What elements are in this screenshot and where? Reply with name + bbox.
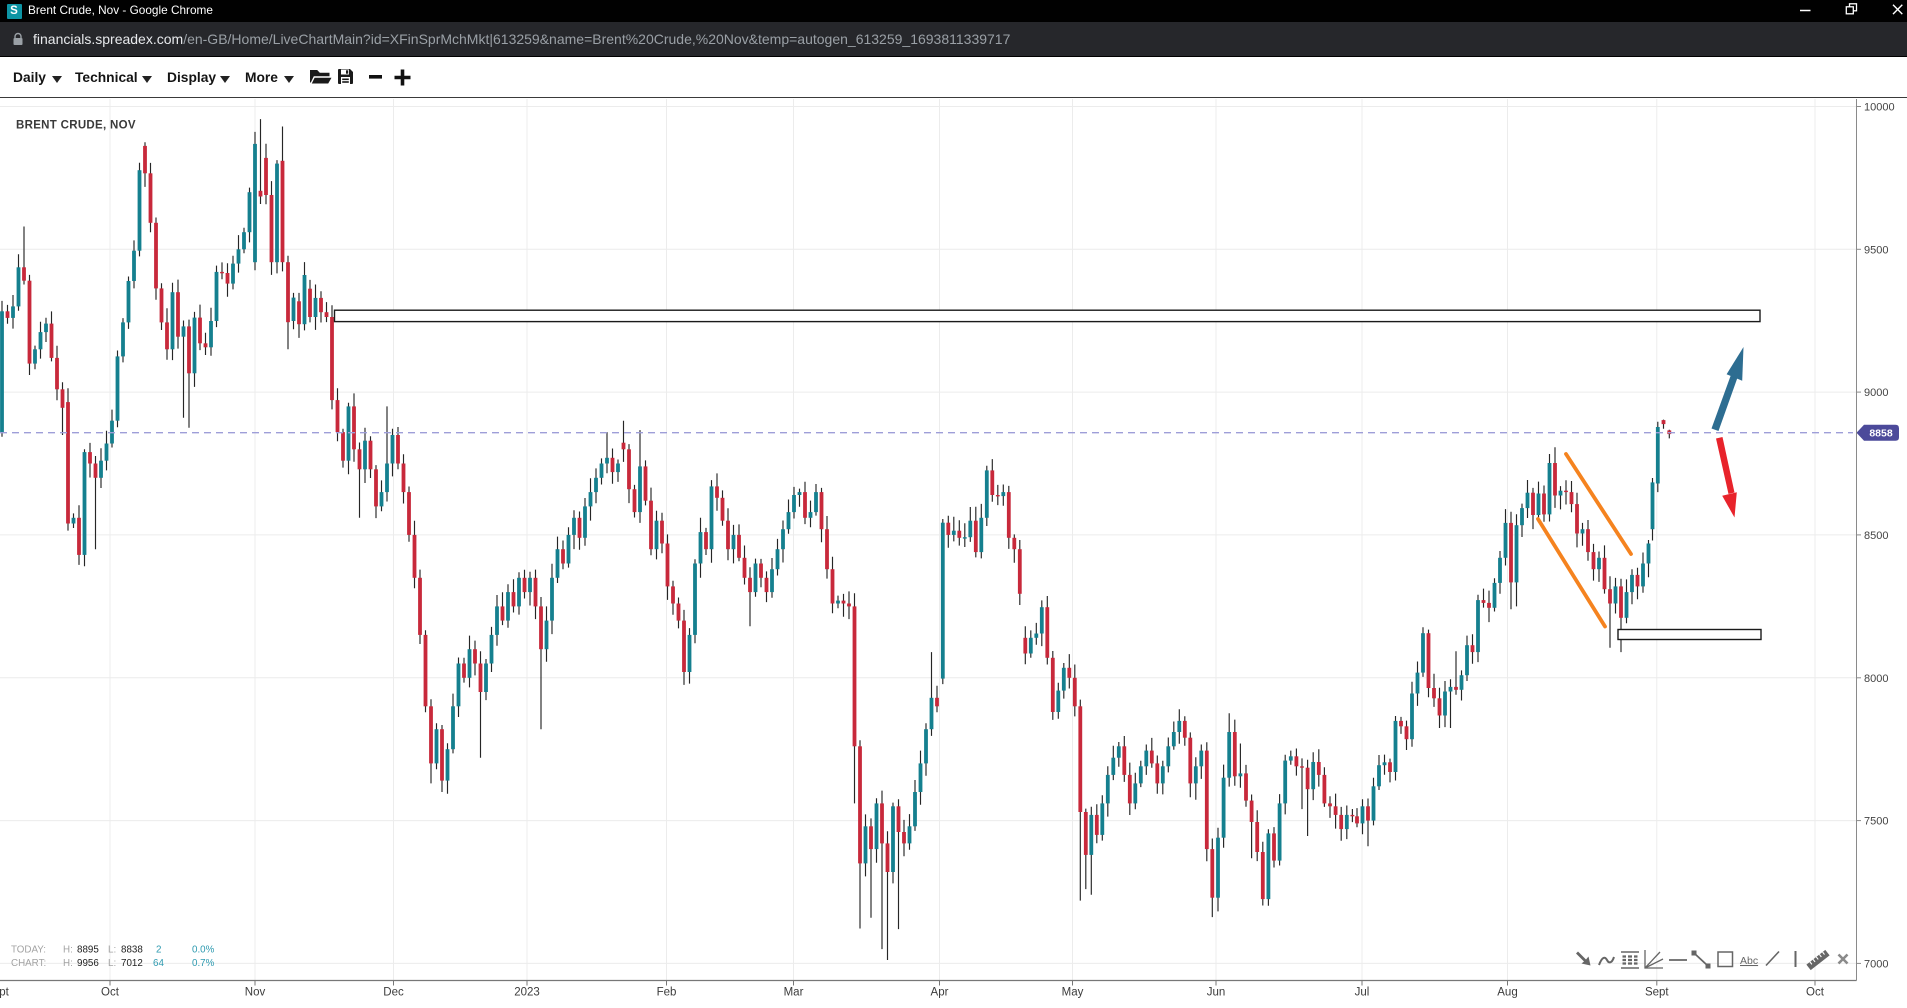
svg-text:BRENT CRUDE, NOV: BRENT CRUDE, NOV bbox=[16, 120, 136, 132]
svg-text:May: May bbox=[1062, 987, 1084, 999]
svg-text:7000: 7000 bbox=[1864, 958, 1888, 970]
svg-text:Oct: Oct bbox=[101, 987, 120, 999]
svg-text:8000: 8000 bbox=[1864, 673, 1888, 685]
svg-text:8858: 8858 bbox=[1869, 428, 1893, 440]
svg-text:2023: 2023 bbox=[514, 987, 540, 999]
svg-text:Dec: Dec bbox=[383, 987, 404, 999]
svg-text:9500: 9500 bbox=[1864, 244, 1888, 256]
svg-text:Apr: Apr bbox=[931, 987, 949, 999]
svg-text:9000: 9000 bbox=[1864, 387, 1888, 399]
svg-text:Mar: Mar bbox=[784, 987, 804, 999]
svg-text:10000: 10000 bbox=[1864, 102, 1895, 114]
svg-text:Sept: Sept bbox=[1645, 987, 1669, 999]
svg-text:7500: 7500 bbox=[1864, 816, 1888, 828]
svg-text:Oct: Oct bbox=[1806, 987, 1825, 999]
svg-text:Feb: Feb bbox=[657, 987, 677, 999]
svg-text:8500: 8500 bbox=[1864, 530, 1888, 542]
svg-text:Jun: Jun bbox=[1207, 987, 1226, 999]
svg-text:Jul: Jul bbox=[1355, 987, 1370, 999]
svg-text:Abc: Abc bbox=[1740, 955, 1758, 967]
svg-text:Aug: Aug bbox=[1497, 987, 1517, 999]
svg-text:Nov: Nov bbox=[245, 987, 266, 999]
svg-text:Sept: Sept bbox=[0, 987, 10, 999]
